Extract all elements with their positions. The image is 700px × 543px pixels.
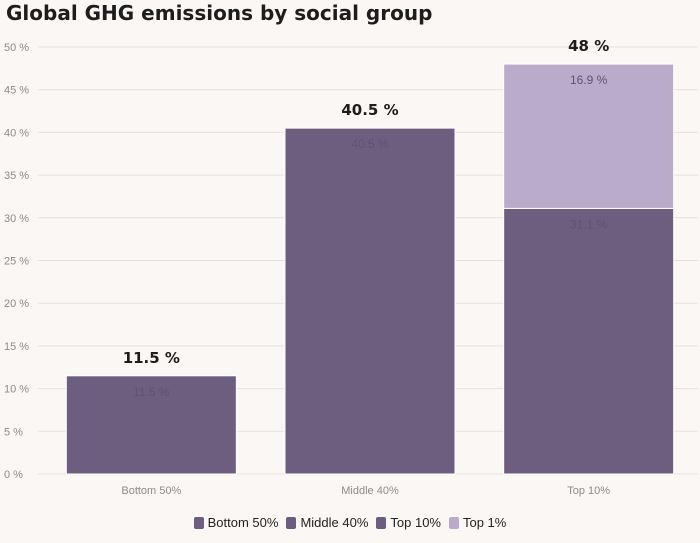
legend-swatch-icon: [448, 516, 459, 529]
legend-item-top-1[interactable]: Top 1%: [448, 515, 507, 530]
x-tick-label: Middle 40%: [341, 485, 399, 497]
x-tick-label: Top 10%: [567, 485, 610, 497]
legend-item-bottom-50[interactable]: Bottom 50%: [193, 515, 279, 530]
y-tick-label: 45 %: [4, 85, 29, 97]
x-tick-label: Bottom 50%: [121, 485, 181, 497]
legend-label: Top 10%: [390, 515, 441, 530]
y-tick-label: 15 %: [4, 341, 29, 353]
segment-label: 11.5 %: [133, 385, 170, 399]
y-tick-label: 30 %: [4, 213, 29, 225]
total-label: 48 %: [568, 37, 609, 55]
legend-label: Top 1%: [462, 515, 507, 530]
chart-title: Global GHG emissions by social group: [6, 1, 433, 25]
segment-label: 40.5 %: [351, 137, 389, 151]
total-label: 11.5 %: [123, 349, 180, 367]
total-label: 40.5 %: [341, 101, 398, 119]
legend-label: Bottom 50%: [207, 515, 279, 530]
legend-item-top-10[interactable]: Top 10%: [376, 515, 441, 530]
y-tick-label: 35 %: [4, 170, 29, 182]
legend-swatch-icon: [376, 516, 387, 529]
y-tick-label: 10 %: [4, 384, 29, 396]
chart-legend: Bottom 50% Middle 40% Top 10% Top 1%: [0, 515, 700, 530]
legend-item-middle-40[interactable]: Middle 40%: [286, 515, 368, 530]
y-tick-label: 40 %: [4, 127, 29, 139]
bar-segment: [503, 207, 675, 475]
y-tick-label: 0 %: [4, 469, 23, 481]
legend-swatch-icon: [286, 516, 297, 529]
legend-swatch-icon: [193, 516, 204, 529]
chart-plot: 0 % 5 % 10 % 15 % 20 % 25 % 30 % 35 % 40 % 45 % 50…: [4, 37, 698, 497]
segment-label: 16.9 %: [570, 73, 608, 87]
bar-segment: [65, 375, 237, 475]
bar-segment: [284, 127, 456, 475]
y-tick-label: 5 %: [4, 426, 23, 438]
y-tick-label: 25 %: [4, 256, 29, 268]
y-tick-label: 50 %: [4, 42, 29, 54]
y-tick-label: 20 %: [4, 298, 29, 310]
segment-label: 31.1 %: [570, 217, 608, 231]
legend-label: Middle 40%: [300, 515, 369, 530]
bar-segment: [503, 63, 675, 209]
